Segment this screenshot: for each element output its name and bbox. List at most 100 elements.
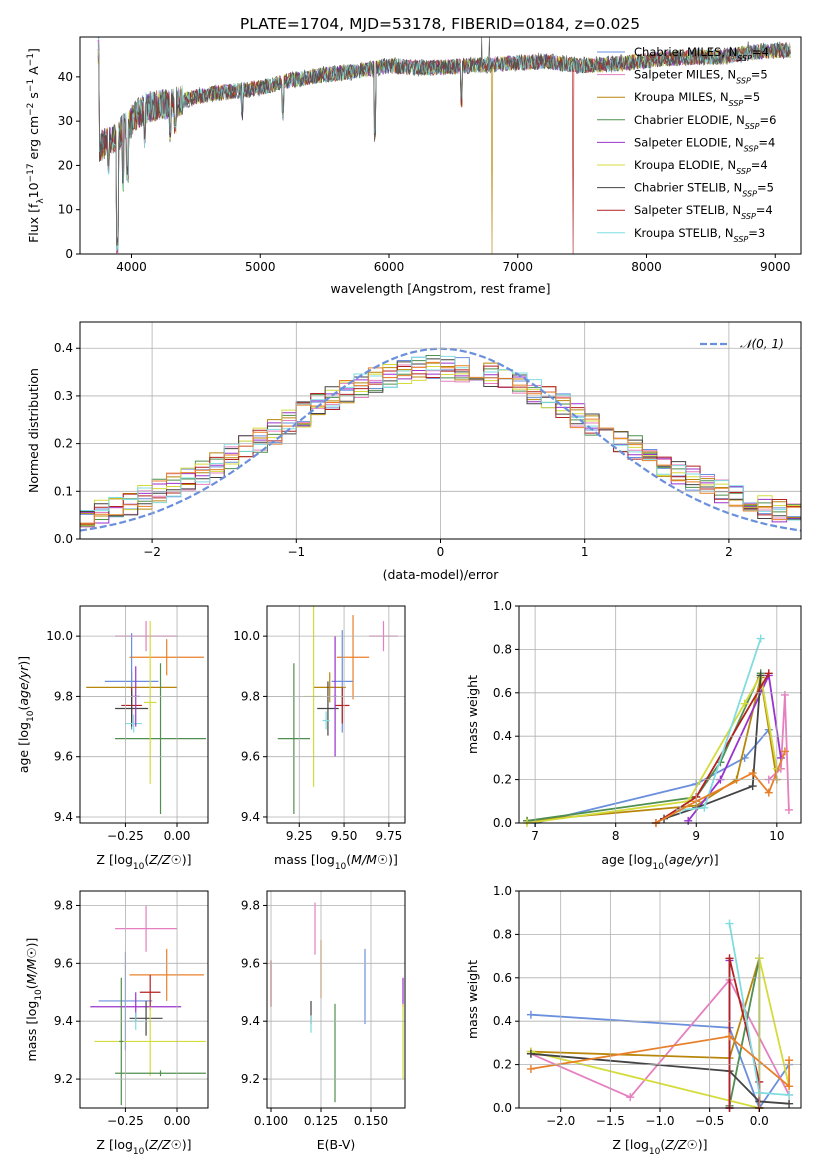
mass-vs-Z-xlabel: Z [log10(Z/Z☉)]	[96, 1137, 191, 1157]
mass-weight-marker	[785, 1082, 794, 1091]
mass-vs-EBV-xlabel: E(B-V)	[317, 1137, 356, 1152]
y-tick-label: 0.0	[54, 532, 73, 546]
y-tick-label: 10.0	[46, 629, 73, 643]
x-tick-label: −0.25	[107, 1114, 144, 1128]
y-tick-label: 0.1	[54, 484, 73, 498]
mass-weight-marker	[740, 699, 749, 708]
mass-weight-line	[530, 1052, 790, 1105]
mass-weight-line	[527, 677, 778, 822]
y-tick-label: 1.0	[493, 599, 512, 613]
y-tick-label: 9.8	[54, 689, 73, 703]
y-tick-label: 9.6	[54, 750, 73, 764]
mass-vs-Z-axes: −0.25 0.00 9.2 9.4 9.6 9.8	[54, 891, 208, 1128]
mass-weight-vs-Z-frame	[518, 890, 802, 1109]
mass-weight-vs-age-axes: 7 8 9 10 0.0 0.2 0.4 0.6 0.8 1.0	[493, 599, 801, 843]
legend-entry: Kroupa ELODIE, NSSP=4	[634, 158, 768, 176]
x-tick-label: 7	[531, 829, 539, 843]
mass-weight-line	[687, 672, 782, 822]
age-vs-Z-axes: −0.25 0.00 9.4 9.6 9.8 10.0	[46, 606, 208, 843]
mass-weight-marker	[785, 1090, 794, 1099]
spectrum-ylabel: Flux [fλ10−17 erg cm−2 s−1 A−1]	[26, 48, 46, 243]
age-vs-mass-frame	[266, 605, 406, 824]
x-tick-label: 9000	[760, 260, 791, 274]
x-tick-label: 0.00	[164, 1114, 191, 1128]
y-tick-label: 0.4	[493, 1014, 512, 1028]
mass-weight-vs-Z-ylabel: mass weight	[465, 960, 480, 1039]
legend-entry: Chabrier STELIB, NSSP=5	[634, 181, 774, 199]
y-tick-label: 1.0	[493, 884, 512, 898]
mass-weight-marker	[700, 803, 709, 812]
mass-weight-marker	[756, 671, 765, 680]
y-tick-label: 9.4	[241, 1014, 260, 1028]
y-tick-label: 9.2	[54, 1072, 73, 1086]
y-tick-label: 0.2	[493, 773, 512, 787]
x-tick-label: −0.25	[107, 829, 144, 843]
mass-weight-marker	[785, 1056, 794, 1065]
x-tick-label: −1.0	[645, 1114, 674, 1128]
y-tick-label: 9.8	[241, 689, 260, 703]
spectrum-panel: wavelength [Angstrom, rest frame] Flux [f…	[26, 37, 791, 296]
y-tick-label: 9.6	[241, 750, 260, 764]
age-vs-Z-ylabel: age [log10(age/yr)]	[16, 656, 36, 773]
age-vs-Z-xlabel: Z [log10(Z/Z☉)]	[96, 852, 191, 872]
mass-weight-marker	[764, 788, 773, 797]
y-tick-label: 40	[58, 70, 73, 84]
y-tick-label: 9.4	[54, 1014, 73, 1028]
x-tick-label: 0.00	[164, 829, 191, 843]
y-tick-label: 0.6	[493, 971, 512, 985]
legend-entry: Salpeter ELODIE, NSSP=4	[634, 135, 775, 153]
mass-weight-marker	[725, 919, 734, 928]
x-tick-label: 9.25	[286, 829, 313, 843]
y-tick-label: 0	[65, 247, 73, 261]
y-tick-label: 9.4	[241, 810, 260, 824]
legend-entry: 𝒩(0, 1)	[740, 337, 784, 351]
residual-xlabel: (data-model)/error	[383, 567, 500, 582]
legend-entry: Chabrier ELODIE, NSSP=6	[634, 113, 776, 131]
y-tick-label: 0.4	[54, 341, 73, 355]
mass-weight-vs-Z-xlabel: Z [log10(Z/Z☉)]	[612, 1137, 707, 1157]
y-tick-label: 20	[58, 158, 73, 172]
x-tick-label: −2	[143, 545, 161, 559]
mass-vs-Z-frame	[79, 890, 209, 1109]
mass-weight-vs-age-xlabel: age [log10(age/yr)]	[601, 852, 718, 872]
spectrum-frame	[79, 36, 802, 255]
y-tick-label: 9.8	[241, 898, 260, 912]
x-tick-label: 10	[769, 829, 784, 843]
y-tick-label: 0.6	[493, 686, 512, 700]
x-tick-label: 9.75	[376, 829, 403, 843]
x-tick-label: 8	[612, 829, 620, 843]
mass-weight-vs-Z-panel: Z [log10(Z/Z☉)] mass weight	[465, 919, 794, 1157]
residual-ylabel: Normed distribution	[26, 368, 41, 493]
legend-entry: Salpeter STELIB, NSSP=4	[634, 203, 773, 221]
mass-weight-marker	[785, 1099, 794, 1108]
x-tick-label: −1.5	[596, 1114, 625, 1128]
age-vs-mass-xlabel: mass [log10(M/M☉)]	[274, 852, 398, 872]
legend-entry: Kroupa STELIB, NSSP=3	[634, 226, 765, 244]
x-tick-label: −1	[287, 545, 305, 559]
mass-weight-marker	[764, 669, 773, 678]
mass-vs-EBV-axes: 0.100 0.125 0.150 9.2 9.4 9.6 9.8	[241, 891, 405, 1128]
x-tick-label: 0.125	[304, 1114, 338, 1128]
mass-vs-EBV-frame	[266, 890, 406, 1109]
age-vs-mass-axes: 9.25 9.50 9.75 9.4 9.6 9.8 10.0	[233, 606, 405, 843]
y-tick-label: 0.2	[493, 1058, 512, 1072]
residual-frame	[79, 321, 802, 540]
x-tick-label: 8000	[631, 260, 662, 274]
x-tick-label: 0	[437, 545, 445, 559]
x-tick-label: 0.100	[254, 1114, 288, 1128]
age-vs-Z-frame	[79, 605, 209, 824]
y-tick-label: 30	[58, 114, 73, 128]
spectrum-series	[97, 37, 791, 254]
y-tick-label: 0.8	[493, 642, 512, 656]
legend-entry: Kroupa MILES, NSSP=5	[634, 90, 760, 108]
x-tick-label: 7000	[502, 260, 533, 274]
age-vs-Z-panel: Z [log10(Z/Z☉)] age [log10(age/yr)]	[16, 621, 206, 872]
x-tick-label: 0.0	[750, 1114, 769, 1128]
mass-weight-marker	[780, 690, 789, 699]
mass-weight-marker	[756, 634, 765, 643]
x-tick-label: 9	[692, 829, 700, 843]
y-tick-label: 9.2	[241, 1072, 260, 1086]
mass-vs-Z-panel: Z [log10(Z/Z☉)] mass [log10(M/M☉)]	[24, 905, 206, 1157]
spectrum-legend: Chabrier MILES, NSSP=4 Salpeter MILES, NS…	[597, 45, 776, 243]
mass-weight-marker	[626, 1093, 635, 1102]
